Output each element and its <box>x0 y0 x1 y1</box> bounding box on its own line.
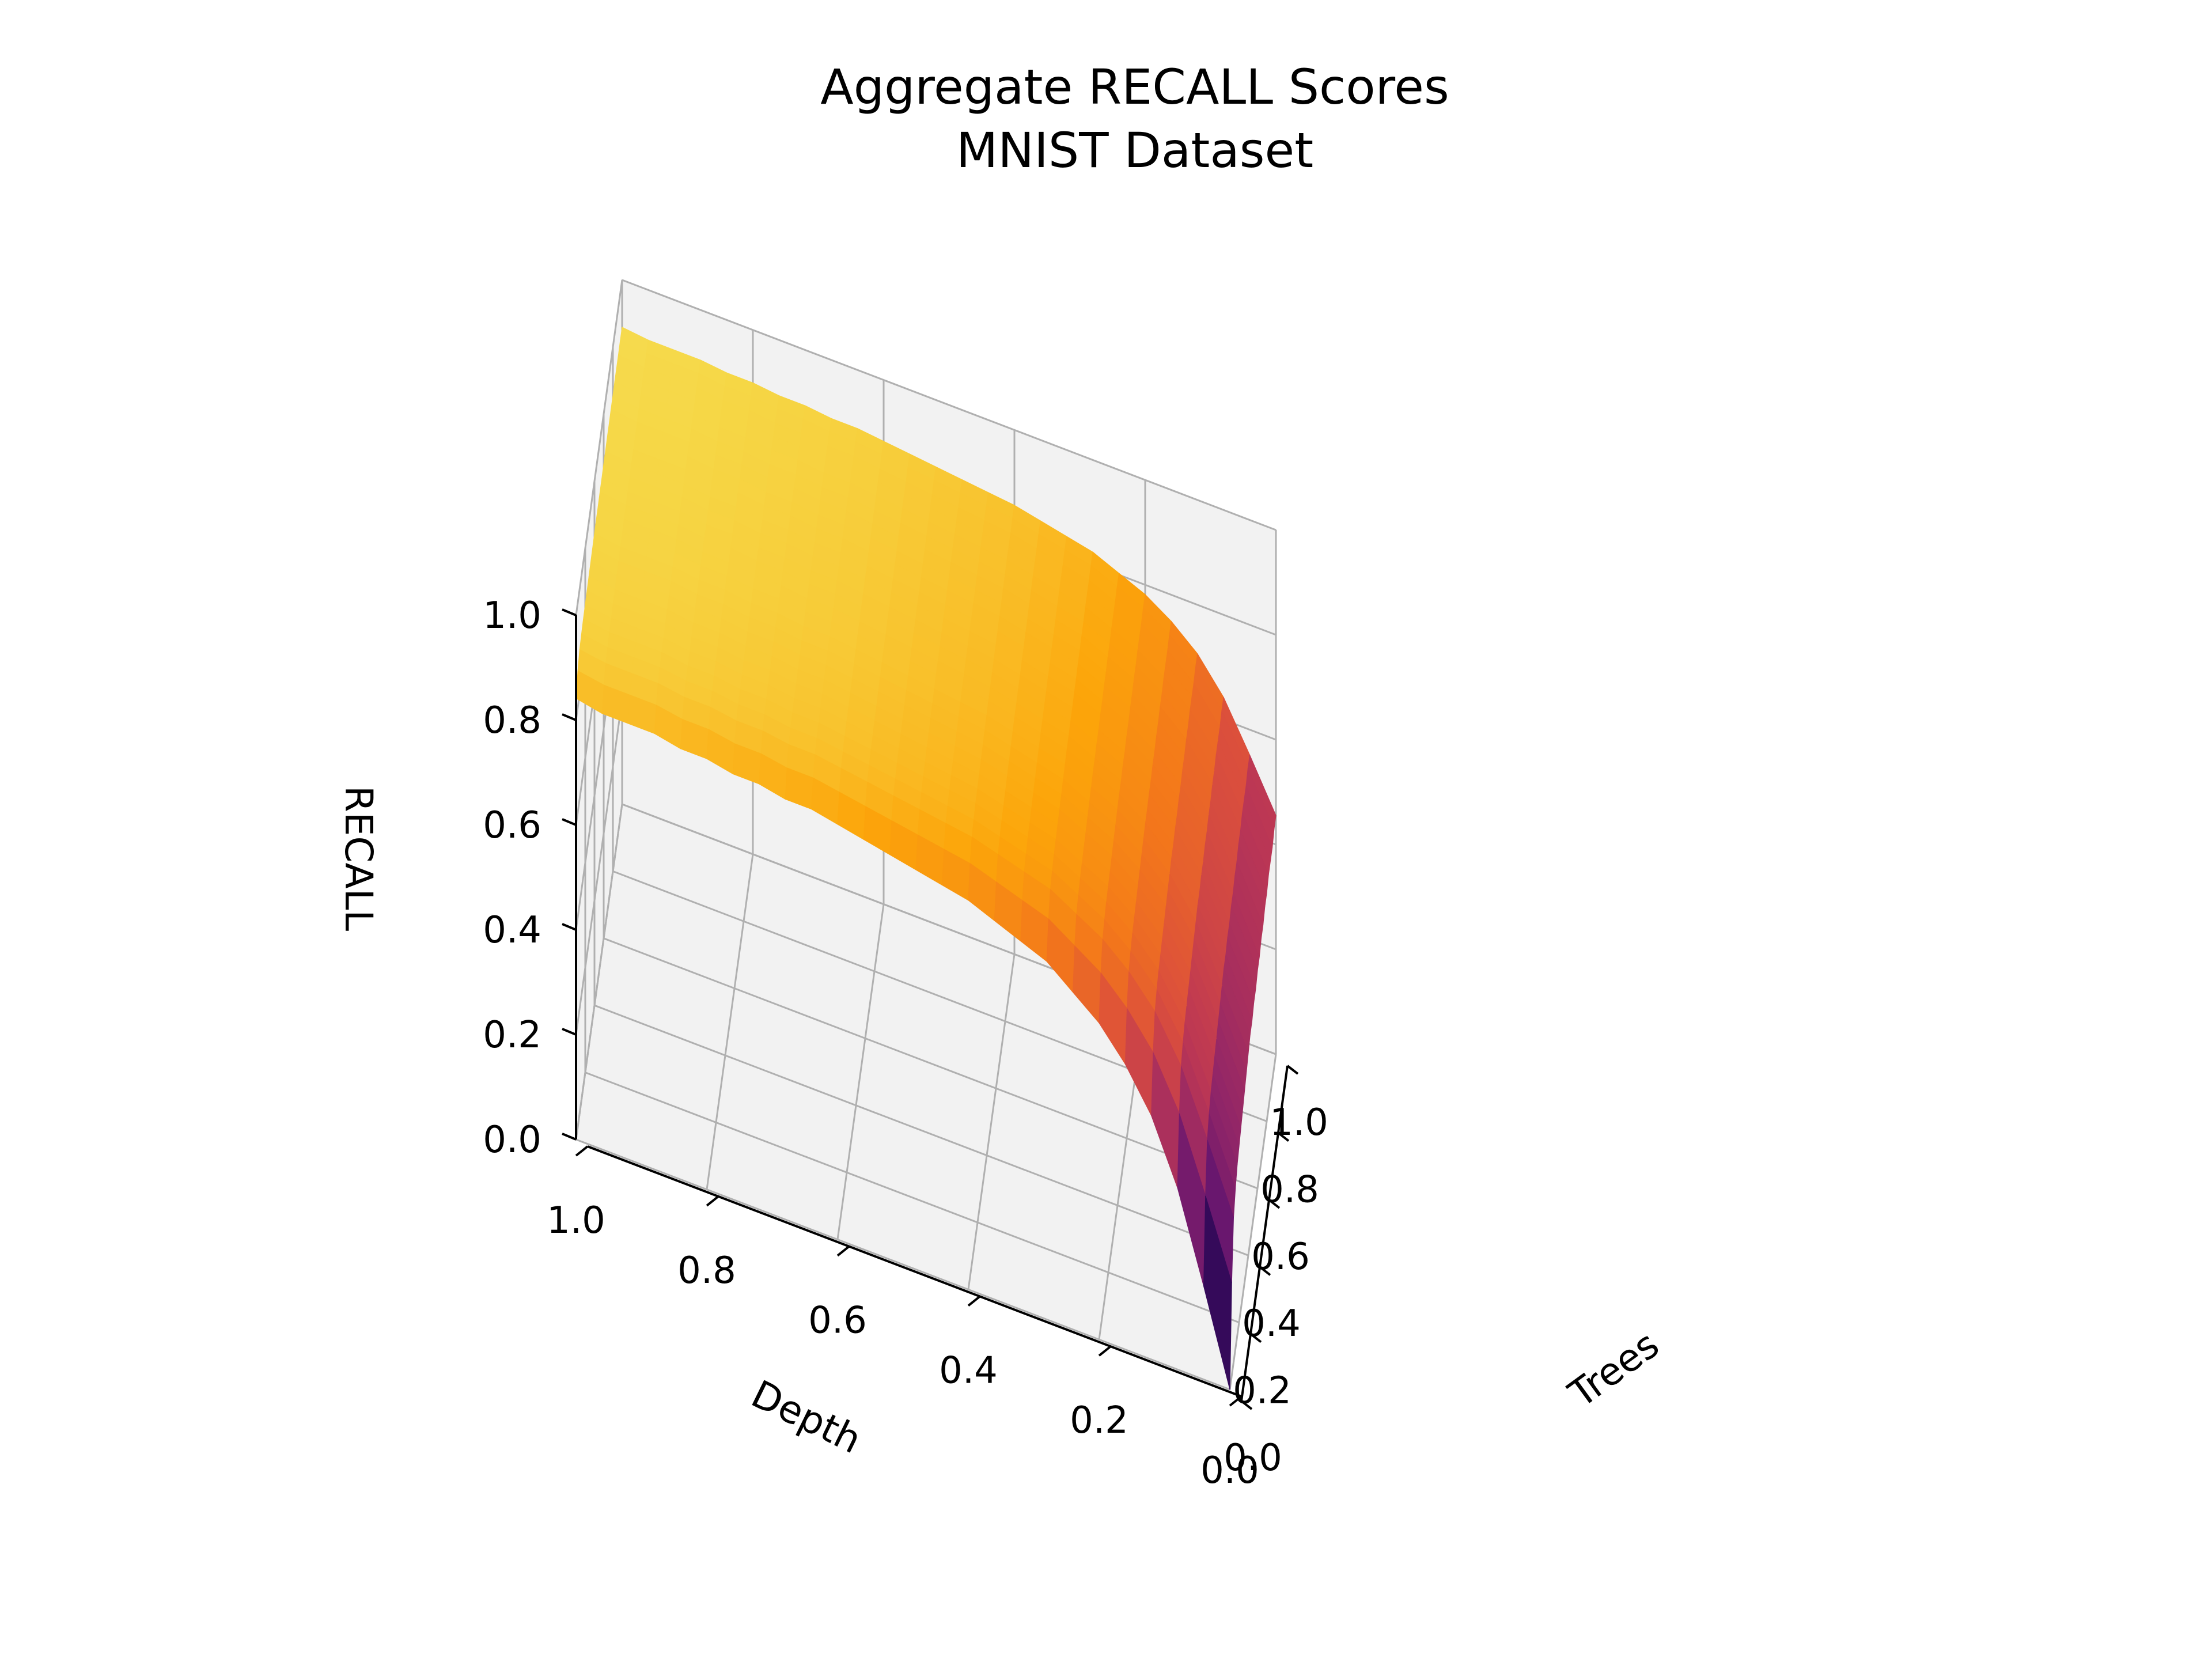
surface-facet <box>1203 1195 1232 1390</box>
grid-line <box>575 1138 1230 1391</box>
recall-tick-label: 0.8 <box>483 699 541 742</box>
recall-tick <box>562 608 577 616</box>
depth-tick-label: 1.0 <box>547 1199 605 1242</box>
grid-line <box>585 1072 1240 1324</box>
depth-axis-line <box>587 1145 1242 1398</box>
recall-tick <box>562 713 577 721</box>
trees-tick <box>1249 1333 1262 1343</box>
depth-tick <box>575 1145 589 1157</box>
grid-line <box>594 1004 1249 1256</box>
grid-line <box>603 937 1258 1190</box>
trees-tick <box>1277 1131 1290 1142</box>
recall-tick-label: 0.6 <box>483 804 541 847</box>
recall-tick-label: 0.0 <box>483 1119 541 1161</box>
recall-tick <box>562 1133 577 1141</box>
recall-tick-label: 1.0 <box>483 595 541 637</box>
trees-tick-label: 0.2 <box>1233 1370 1291 1413</box>
trees-tick <box>1240 1400 1253 1410</box>
grid-line <box>575 804 623 1140</box>
chart-title: Aggregate RECALL Scores <box>820 59 1449 115</box>
y-axis-label: Depth <box>745 1372 868 1462</box>
depth-tick-label: 0.8 <box>677 1250 736 1292</box>
grid-line <box>1229 1054 1277 1390</box>
depth-tick <box>1098 1345 1112 1357</box>
surface-mesh <box>575 327 1277 1390</box>
recall-tick <box>562 923 577 931</box>
tick-marks: 0.00.20.40.60.81.00.00.20.40.60.81.00.00… <box>483 595 1328 1492</box>
grid-line <box>622 279 1277 531</box>
depth-tick-label: 0.4 <box>939 1349 998 1392</box>
recall-tick-label: 0.4 <box>483 909 541 952</box>
depth-tick <box>967 1295 981 1307</box>
trees-tick-label: 0.0 <box>1224 1437 1282 1479</box>
trees-tick <box>1286 1065 1299 1075</box>
grid-line <box>575 699 623 1035</box>
trees-tick-label: 0.8 <box>1260 1168 1319 1211</box>
grid-line <box>836 904 885 1240</box>
trees-tick-label: 0.6 <box>1251 1236 1310 1278</box>
depth-tick-label: 0.6 <box>808 1300 867 1342</box>
depth-tick <box>706 1195 719 1207</box>
grid-line <box>706 854 754 1190</box>
depth-tick <box>1229 1395 1243 1407</box>
trees-tick-label: 1.0 <box>1270 1101 1328 1144</box>
recall-tick <box>562 818 577 826</box>
grid-line <box>575 279 623 616</box>
x-axis-label: Trees <box>1560 1322 1667 1417</box>
trees-tick <box>1259 1266 1271 1276</box>
chart-subtitle: MNIST Dataset <box>956 122 1313 179</box>
trees-axis-line <box>1240 1065 1289 1402</box>
grid-line <box>967 954 1016 1290</box>
depth-tick-label: 0.0 <box>1200 1449 1259 1492</box>
recall-tick-label: 0.2 <box>483 1014 541 1057</box>
trees-tick-label: 0.4 <box>1242 1303 1301 1345</box>
depth-tick-label: 0.2 <box>1070 1399 1128 1442</box>
z-axis-label: RECALL <box>336 786 381 932</box>
axis-lines <box>575 615 1289 1402</box>
depth-tick <box>836 1245 850 1257</box>
trees-tick <box>1268 1199 1281 1209</box>
recall-tick <box>562 1028 577 1036</box>
